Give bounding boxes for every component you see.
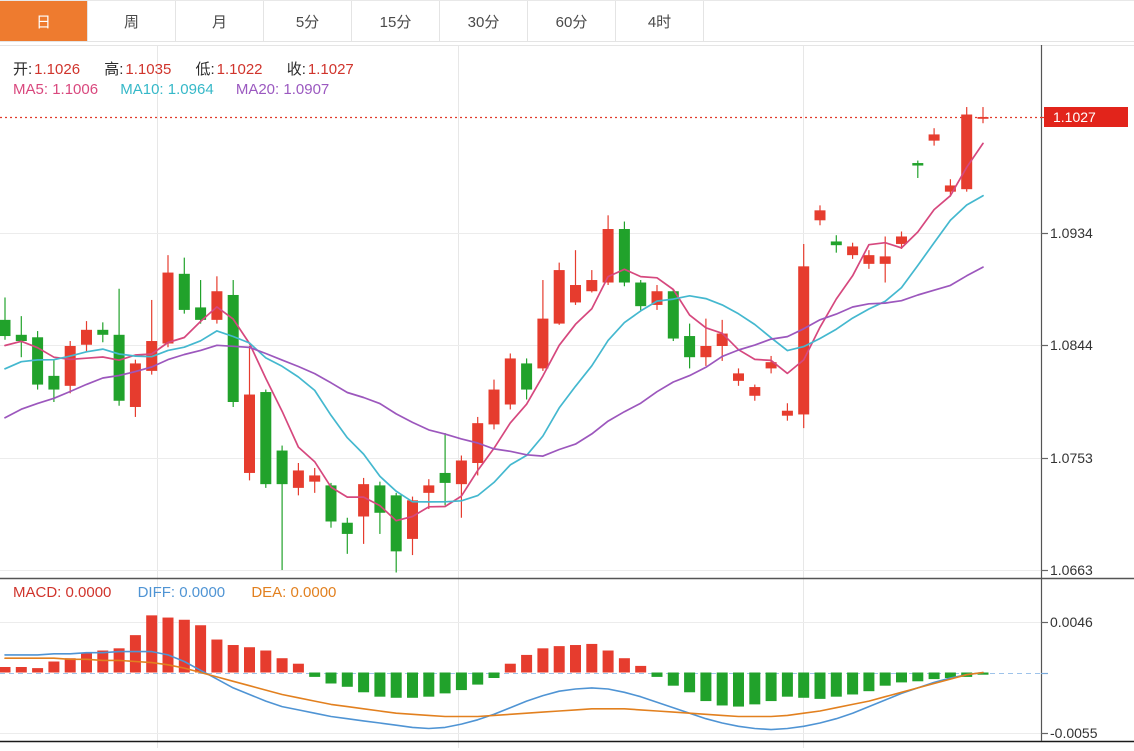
- tab-week[interactable]: 周: [88, 1, 176, 41]
- ma10-readout: MA10: 1.0964: [120, 81, 214, 98]
- dea-line: [4, 657, 984, 718]
- low-value: 1.1022: [216, 61, 263, 78]
- period-tabbar: 日 周 月 5分 15分 30分 60分 4时: [0, 0, 1134, 42]
- high-value: 1.1035: [125, 61, 172, 78]
- price-axis-label: 1.0844: [1050, 336, 1093, 353]
- grid-layer: [0, 45, 1041, 748]
- tab-5min[interactable]: 5分: [264, 1, 352, 41]
- close-label: 收:: [286, 61, 306, 78]
- high-label: 高:: [104, 61, 124, 78]
- open-value: 1.1026: [34, 61, 81, 78]
- ohlc-readout: 开: 1.1026 高: 1.1035 低: 1.1022 收: 1.1027: [13, 58, 374, 79]
- price-axis-label: 1.0753: [1050, 450, 1093, 466]
- panel-borders: [0, 45, 1134, 743]
- dea-value-readout: DEA: 0.0000: [251, 584, 337, 601]
- tab-60min[interactable]: 60分: [528, 1, 616, 41]
- diff-value-readout: DIFF: 0.0000: [137, 584, 226, 601]
- tab-4hour[interactable]: 4时: [616, 1, 704, 41]
- ma5-readout: MA5: 1.1006: [13, 81, 99, 98]
- ma-readout: MA5: 1.1006 MA10: 1.0964 MA20: 1.0907: [13, 81, 329, 98]
- macd-value-readout: MACD: 0.0000: [13, 584, 112, 601]
- open-label: 开:: [13, 61, 33, 78]
- tab-30min[interactable]: 30分: [440, 1, 528, 41]
- candlestick-layer: [0, 107, 989, 573]
- ma10-line: [4, 194, 984, 503]
- macd-readout: MACD: 0.0000 DIFF: 0.0000 DEA: 0.0000: [13, 584, 336, 601]
- diff-line: [4, 650, 984, 731]
- macd-histogram: [0, 615, 989, 707]
- tab-day[interactable]: 日: [0, 1, 88, 41]
- macd-axis-label: -0.0055: [1050, 724, 1098, 741]
- macd-axis-label: 0.0046: [1050, 613, 1093, 630]
- tab-month[interactable]: 月: [176, 1, 264, 41]
- low-label: 低:: [195, 61, 215, 78]
- ma20-line: [4, 266, 984, 457]
- price-axis-label: 1.0663: [1050, 562, 1093, 579]
- close-value: 1.1027: [307, 61, 354, 78]
- current-price-label: 1.1027: [1044, 107, 1128, 127]
- price-axis-label: 1.0934: [1050, 224, 1093, 241]
- tab-15min[interactable]: 15分: [352, 1, 440, 41]
- ma20-readout: MA20: 1.0907: [235, 81, 330, 98]
